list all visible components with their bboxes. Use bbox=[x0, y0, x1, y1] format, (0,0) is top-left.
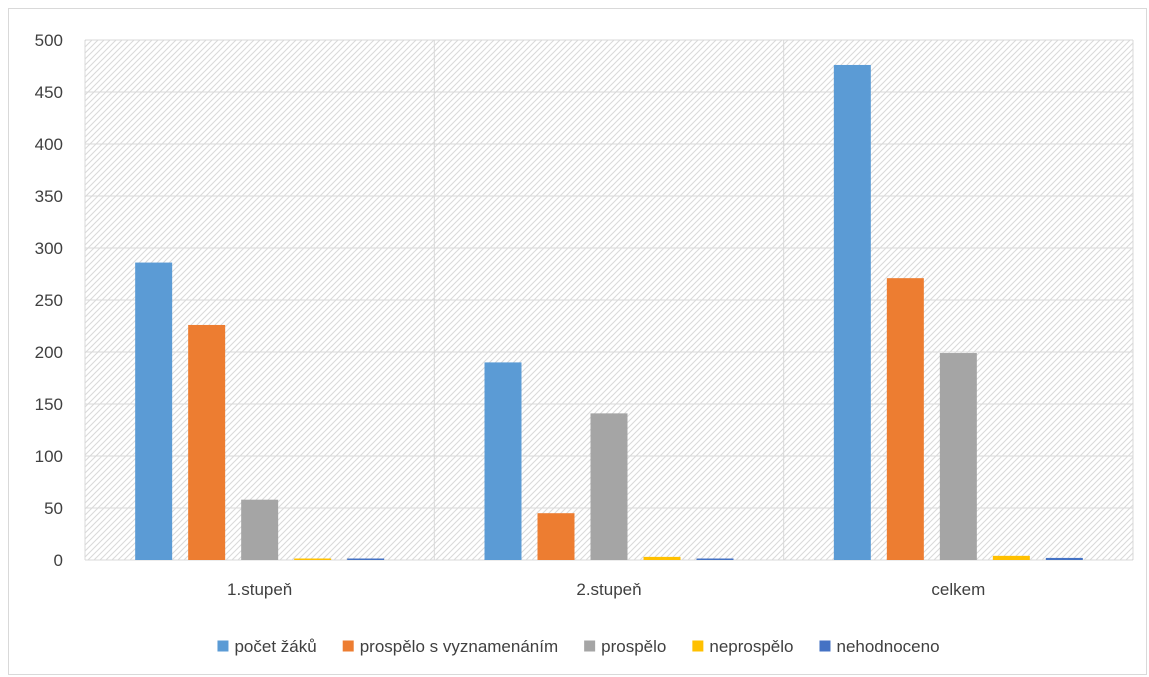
y-tick-label-300: 300 bbox=[35, 239, 63, 258]
y-tick-label-400: 400 bbox=[35, 135, 63, 154]
bar-2-2 bbox=[939, 353, 977, 560]
legend-label-4: nehodnoceno bbox=[836, 637, 939, 656]
bar-2-1 bbox=[886, 278, 924, 560]
y-tick-label-150: 150 bbox=[35, 395, 63, 414]
legend-swatch-1 bbox=[342, 640, 354, 652]
legend-label-3: neprospělo bbox=[709, 637, 793, 656]
legend-swatch-0 bbox=[217, 640, 229, 652]
x-category-label-1: 2.stupeň bbox=[576, 580, 641, 599]
bar-0-3 bbox=[294, 558, 332, 560]
chart-frame: 0 50 100 150 200 250 300 350 400 450 500 1.stupeň 2… bbox=[8, 8, 1147, 675]
bar-chart: 0 50 100 150 200 250 300 350 400 450 500 1.stupeň 2… bbox=[35, 31, 1134, 656]
bar-0-1 bbox=[188, 324, 226, 560]
legend-swatch-3 bbox=[692, 640, 704, 652]
bar-0-2 bbox=[241, 499, 279, 560]
legend: počet žáků prospělo s vyznamenáním prospěl… bbox=[217, 637, 940, 656]
bar-2-3 bbox=[992, 555, 1030, 560]
y-tick-label-250: 250 bbox=[35, 291, 63, 310]
legend-swatch-2 bbox=[584, 640, 596, 652]
bar-1-1 bbox=[537, 513, 575, 560]
y-tick-label-200: 200 bbox=[35, 343, 63, 362]
bar-1-3 bbox=[643, 556, 681, 560]
x-category-label-2: celkem bbox=[931, 580, 985, 599]
legend-swatch-4 bbox=[819, 640, 831, 652]
bar-1-4 bbox=[696, 558, 734, 560]
bar-2-0 bbox=[833, 64, 871, 561]
legend-label-1: prospělo s vyznamenáním bbox=[360, 637, 558, 656]
legend-label-0: počet žáků bbox=[234, 637, 316, 656]
bar-0-0 bbox=[135, 262, 173, 560]
x-category-label-0: 1.stupeň bbox=[227, 580, 292, 599]
y-tick-label-350: 350 bbox=[35, 187, 63, 206]
x-axis-category-labels: 1.stupeň 2.stupeň celkem bbox=[227, 580, 985, 599]
y-tick-label-500: 500 bbox=[35, 31, 63, 50]
bar-1-0 bbox=[484, 362, 522, 560]
y-tick-label-50: 50 bbox=[44, 499, 63, 518]
y-axis-tick-labels: 0 50 100 150 200 250 300 350 400 450 500 bbox=[35, 31, 63, 570]
y-tick-label-0: 0 bbox=[54, 551, 63, 570]
bar-2-4 bbox=[1045, 557, 1083, 560]
y-tick-label-450: 450 bbox=[35, 83, 63, 102]
y-tick-label-100: 100 bbox=[35, 447, 63, 466]
legend-label-2: prospělo bbox=[601, 637, 666, 656]
bars bbox=[135, 64, 1083, 561]
bar-0-4 bbox=[347, 558, 385, 560]
bar-1-2 bbox=[590, 413, 628, 560]
